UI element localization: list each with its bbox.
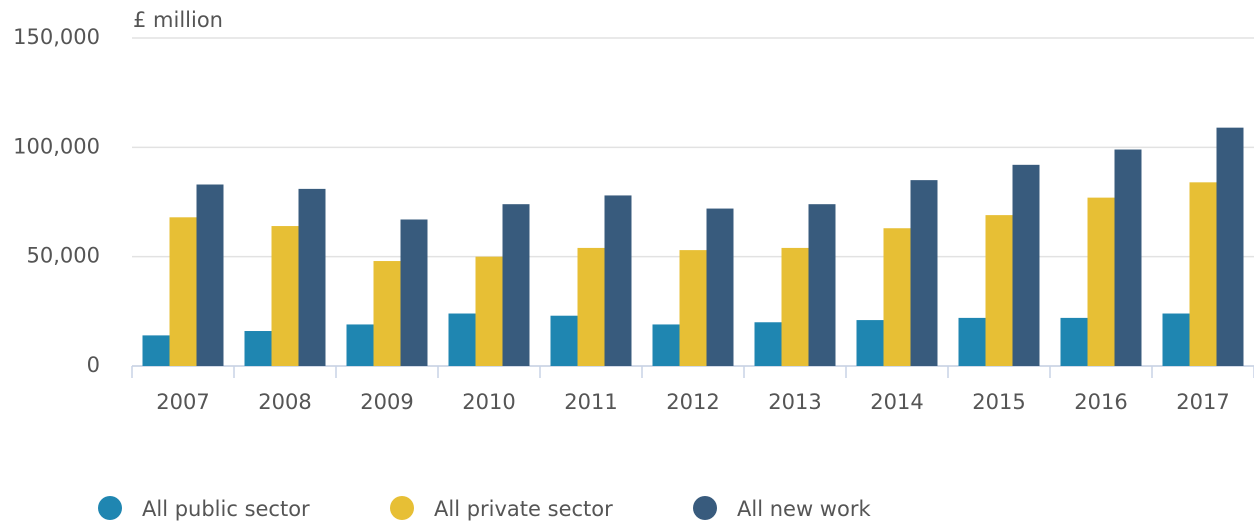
bar [448,313,476,366]
bar [910,180,938,366]
y-tick-label: 150,000 [13,25,100,49]
bar [1114,149,1142,366]
y-axis-label: £ million [133,8,223,32]
y-tick-label: 50,000 [27,244,100,268]
x-tick-label: 2015 [972,390,1025,414]
bar [1162,313,1190,366]
x-tick-label: 2011 [564,390,617,414]
bar [502,204,530,366]
bar [271,226,299,366]
bar [475,256,503,366]
legend-label: All public sector [142,497,310,521]
bar [706,208,734,366]
bar [1216,127,1244,366]
x-tick-label: 2009 [360,390,413,414]
bar [550,315,578,366]
bar [298,188,326,366]
bar [754,322,782,366]
legend-swatch [98,496,122,520]
bar [1087,197,1115,366]
bar [883,228,911,366]
bar [604,195,632,366]
x-tick-label: 2012 [666,390,719,414]
bar [1060,317,1088,366]
bar [577,247,605,366]
bar [196,184,224,366]
bar [1012,164,1040,366]
bar [652,324,680,366]
x-tick-label: 2008 [258,390,311,414]
bar [169,217,197,366]
x-tick-label: 2017 [1176,390,1229,414]
x-tick-label: 2007 [156,390,209,414]
bar [346,324,374,366]
bar [856,320,884,366]
x-tick-label: 2010 [462,390,515,414]
y-tick-label: 0 [87,353,100,377]
legend-label: All new work [737,497,871,521]
legend-label: All private sector [434,497,613,521]
bar [373,261,401,366]
bar [1189,182,1217,366]
x-tick-label: 2014 [870,390,923,414]
bar [142,335,170,366]
bar [400,219,428,366]
y-tick-label: 100,000 [13,134,100,158]
legend-swatch [390,496,414,520]
bar [679,250,707,366]
legend-swatch [693,496,717,520]
bar [958,317,986,366]
x-tick-label: 2016 [1074,390,1127,414]
bar [808,204,836,366]
bar [244,331,272,366]
bar [781,247,809,366]
x-tick-label: 2013 [768,390,821,414]
bar [985,215,1013,366]
